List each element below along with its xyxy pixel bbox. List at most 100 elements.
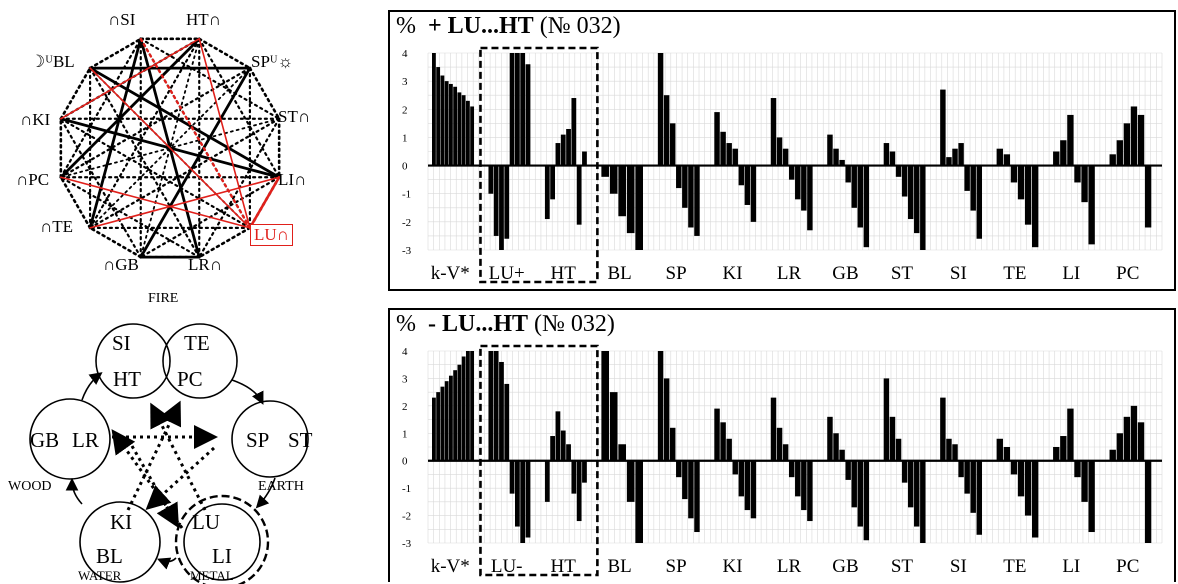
bar xyxy=(964,461,969,494)
bar xyxy=(488,166,493,194)
y-tick-label: 0 xyxy=(402,456,408,468)
bar xyxy=(453,370,457,461)
x-tick-label: GB xyxy=(832,556,858,577)
y-tick-label: -1 xyxy=(402,483,411,495)
y-tick-label: 3 xyxy=(402,76,408,88)
bar xyxy=(864,166,869,248)
bar xyxy=(440,387,444,461)
bar xyxy=(1131,406,1137,461)
bar xyxy=(676,166,681,189)
bar xyxy=(1025,461,1031,516)
polygon-edge xyxy=(90,228,141,257)
y-tick-label: -3 xyxy=(402,245,412,257)
bar xyxy=(526,64,531,165)
y-tick-label: 1 xyxy=(402,132,408,144)
y-tick-label: 2 xyxy=(402,104,408,116)
polygon-edge xyxy=(199,39,250,68)
poly-label-te: ∩TE xyxy=(40,217,73,237)
bar xyxy=(839,450,844,461)
bar xyxy=(635,166,643,250)
bar xyxy=(571,461,576,494)
poly-label-sp: SPᵁ☼ xyxy=(251,52,293,72)
bar xyxy=(1081,166,1087,203)
bar xyxy=(1032,461,1038,538)
y-tick-label: 2 xyxy=(402,401,408,413)
bar xyxy=(550,436,555,461)
y-tick-label: 0 xyxy=(402,161,408,173)
x-tick-label: BL xyxy=(607,556,631,577)
bar xyxy=(1011,166,1017,183)
bar xyxy=(635,461,643,543)
bar xyxy=(1110,450,1116,461)
bar xyxy=(720,422,725,460)
bar xyxy=(733,149,738,166)
bar xyxy=(694,461,699,532)
bar xyxy=(1088,461,1094,532)
bar xyxy=(952,444,957,460)
bar xyxy=(1145,166,1151,228)
bar xyxy=(733,461,738,475)
bar xyxy=(1088,166,1094,245)
bar xyxy=(801,461,806,510)
bar xyxy=(618,444,626,460)
poly-label-lr: LR∩ xyxy=(188,255,222,275)
cycle-arrow-wood-fire xyxy=(82,374,100,400)
bar xyxy=(890,152,895,166)
bar xyxy=(470,351,474,461)
y-tick-label: -1 xyxy=(402,189,411,201)
bar xyxy=(610,166,618,194)
circle-label-gb: GB xyxy=(30,428,59,453)
bar xyxy=(789,166,794,180)
x-tick-label: SI xyxy=(950,556,967,577)
x-tick-label: SP xyxy=(666,263,687,284)
bar xyxy=(504,166,509,239)
bar xyxy=(1060,436,1066,461)
bar xyxy=(789,461,794,477)
bar xyxy=(827,135,832,166)
x-tick-label: ST xyxy=(891,556,914,577)
poly-label-si: ∩SI xyxy=(108,10,135,30)
bar xyxy=(970,461,975,513)
bar xyxy=(726,439,731,461)
x-tick-label: TE xyxy=(1003,556,1026,577)
bar xyxy=(1074,166,1080,183)
y-tick-label: -3 xyxy=(402,538,412,550)
bar xyxy=(577,461,582,521)
bar xyxy=(682,166,687,208)
bar xyxy=(783,149,788,166)
bar xyxy=(494,351,499,461)
bar xyxy=(920,166,925,250)
bar xyxy=(556,411,561,460)
bar xyxy=(694,166,699,236)
bar xyxy=(807,461,812,521)
bar xyxy=(499,362,504,461)
bar xyxy=(1053,152,1059,166)
y-tick-label: 3 xyxy=(402,373,408,385)
bar xyxy=(726,143,731,166)
bar xyxy=(771,398,776,461)
bar xyxy=(545,166,550,219)
x-tick-label: k-V* xyxy=(431,556,470,577)
bar xyxy=(466,351,470,461)
y-tick-label: 4 xyxy=(402,346,408,358)
bar xyxy=(1138,115,1144,166)
bar xyxy=(445,81,449,165)
bar xyxy=(997,149,1003,166)
x-tick-label: PC xyxy=(1116,556,1139,577)
x-tick-label: LU- xyxy=(491,556,523,577)
bar xyxy=(510,461,515,494)
y-tick-label: -2 xyxy=(402,217,411,229)
bar xyxy=(1004,447,1010,461)
bar xyxy=(1145,461,1151,543)
x-tick-label: TE xyxy=(1003,263,1026,284)
bar xyxy=(556,143,561,166)
bar xyxy=(676,461,681,477)
bar xyxy=(577,166,582,225)
x-tick-label: LI xyxy=(1062,556,1080,577)
circle-label-ht: HT xyxy=(113,367,141,392)
wood-label: WOOD xyxy=(8,479,52,495)
bar xyxy=(720,132,725,166)
bar xyxy=(436,392,440,461)
bar xyxy=(896,439,901,461)
earth-label: EARTH xyxy=(258,479,304,495)
